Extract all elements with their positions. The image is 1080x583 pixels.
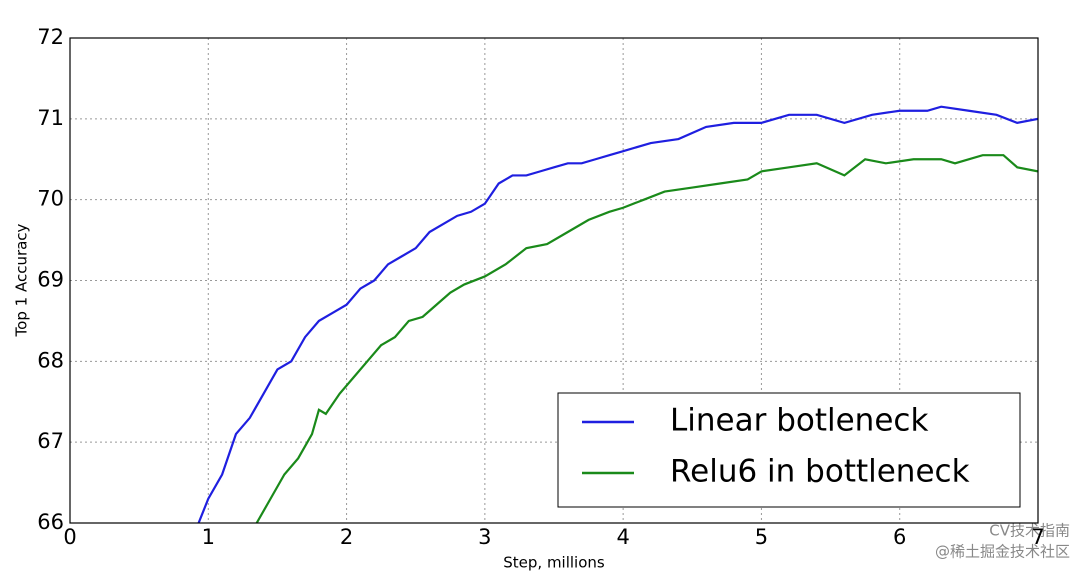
y-tick-label: 69	[37, 268, 64, 292]
legend-label: Linear botleneck	[670, 403, 928, 439]
x-tick-label: 1	[202, 525, 215, 549]
x-tick-label: 4	[616, 525, 629, 549]
x-tick-label: 5	[755, 525, 768, 549]
legend-box	[557, 392, 1021, 508]
y-tick-label: 71	[37, 106, 64, 130]
plot-frame	[69, 37, 1039, 524]
y-tick-label: 67	[37, 429, 64, 453]
x-tick-label: 0	[63, 525, 76, 549]
x-tick-label: 3	[478, 525, 491, 549]
series-line	[255, 154, 1038, 523]
x-tick-label: 2	[340, 525, 353, 549]
watermark: CV技术指南	[989, 522, 1070, 540]
y-axis-label: Top 1 Accuracy	[13, 223, 31, 337]
x-tick-label: 6	[893, 525, 906, 549]
series-line	[197, 105, 1038, 523]
y-tick-label: 68	[37, 348, 64, 372]
y-tick-label: 66	[37, 510, 64, 534]
y-tick-label: 70	[37, 187, 64, 211]
y-tick-label: 72	[37, 25, 64, 49]
x-axis-label: Step, millions	[503, 554, 605, 572]
legend-label: Relu6 in bottleneck	[670, 454, 970, 490]
watermark: @稀土掘金技术社区	[935, 543, 1070, 561]
x-tick-label: 7	[1031, 525, 1044, 549]
